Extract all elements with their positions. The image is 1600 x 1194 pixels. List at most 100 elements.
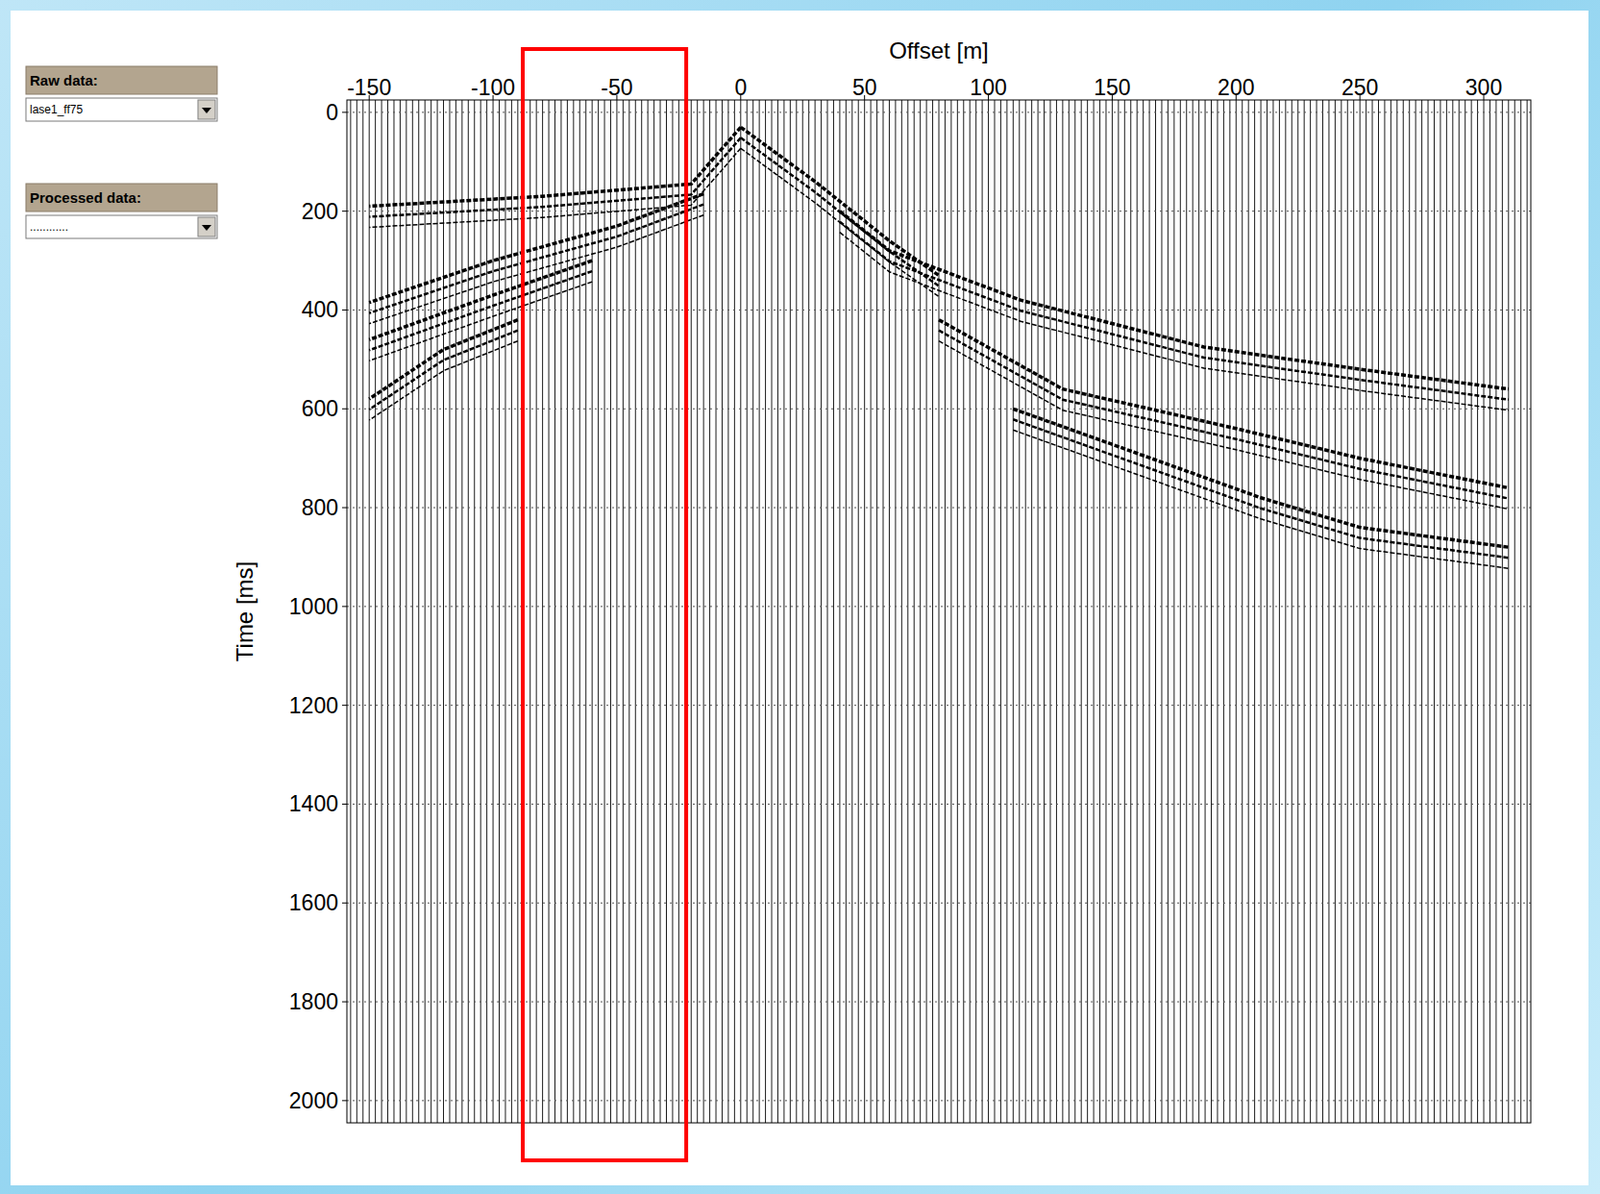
trace <box>665 99 667 1123</box>
label: Raw data: <box>29 72 99 89</box>
trace <box>808 99 810 1123</box>
trace <box>883 99 885 1123</box>
trace <box>572 99 574 1123</box>
trace <box>1068 99 1070 1123</box>
tick <box>342 111 347 113</box>
trace <box>1347 99 1349 1123</box>
trace <box>1130 99 1132 1123</box>
trace <box>1185 99 1187 1123</box>
trace <box>703 99 705 1123</box>
trace <box>362 99 364 1123</box>
trace <box>1260 99 1262 1123</box>
trace <box>492 99 494 1123</box>
trace <box>1229 99 1231 1123</box>
trace <box>566 99 568 1123</box>
trace <box>1328 99 1330 1123</box>
trace <box>838 99 840 1123</box>
trace <box>1210 99 1212 1123</box>
trace <box>1241 99 1243 1123</box>
trace <box>1433 99 1435 1123</box>
trace <box>511 99 513 1123</box>
x-tick-label: 100 <box>969 74 1007 100</box>
event <box>369 270 592 350</box>
trace <box>1458 99 1460 1123</box>
trace <box>486 99 488 1123</box>
x-tick-label: -150 <box>346 74 392 100</box>
tick <box>342 507 347 509</box>
trace <box>1043 99 1045 1123</box>
trace <box>764 99 766 1123</box>
trace <box>1334 99 1336 1123</box>
dropdown-button[interactable] <box>197 99 216 120</box>
trace <box>820 99 822 1123</box>
trace <box>615 99 617 1123</box>
trace <box>1383 99 1385 1123</box>
trace <box>789 99 791 1123</box>
trace <box>962 99 964 1123</box>
trace <box>1086 99 1088 1123</box>
trace <box>1049 99 1051 1123</box>
x-tick-label: 200 <box>1217 74 1255 100</box>
trace <box>504 99 506 1123</box>
event <box>369 320 518 399</box>
x-tick-label: 0 <box>734 74 747 100</box>
trace <box>1216 99 1218 1123</box>
trace <box>1254 99 1256 1123</box>
trace <box>1439 99 1441 1123</box>
select[interactable] <box>25 215 218 239</box>
trace <box>1340 99 1342 1123</box>
x-tick-label: 250 <box>1341 74 1379 100</box>
trace <box>690 99 692 1123</box>
y-tick-label: 1600 <box>289 889 339 915</box>
y-tick-label: 800 <box>301 494 339 520</box>
trace <box>727 99 729 1123</box>
dropdown-button[interactable] <box>197 217 216 237</box>
trace <box>405 99 407 1123</box>
trace <box>1142 99 1144 1123</box>
trace <box>1037 99 1039 1123</box>
trace <box>926 99 928 1123</box>
trace <box>548 99 550 1123</box>
trace <box>919 99 921 1123</box>
trace <box>1093 99 1095 1123</box>
trace <box>1501 99 1503 1123</box>
trace <box>969 99 971 1123</box>
trace <box>1111 99 1113 1123</box>
trace <box>374 99 376 1123</box>
trace <box>715 99 717 1123</box>
event <box>938 330 1509 499</box>
trace <box>604 99 606 1123</box>
event <box>938 320 1509 489</box>
trace <box>1526 99 1528 1123</box>
trace <box>876 99 878 1123</box>
event <box>839 221 1509 400</box>
y-tick-label: 1800 <box>289 988 339 1014</box>
trace <box>982 99 984 1123</box>
trace <box>412 99 414 1123</box>
trace <box>1408 99 1410 1123</box>
trace <box>430 99 432 1123</box>
trace <box>1390 99 1392 1123</box>
trace <box>597 99 599 1123</box>
trace <box>393 99 394 1123</box>
trace <box>1365 99 1367 1123</box>
trace <box>1514 99 1516 1123</box>
trace <box>1000 99 1002 1123</box>
trace <box>1427 99 1429 1123</box>
trace <box>1006 99 1008 1123</box>
trace <box>777 99 779 1123</box>
y-tick-label: 2000 <box>289 1087 339 1113</box>
event <box>1012 408 1509 547</box>
trace <box>1167 99 1169 1123</box>
trace <box>975 99 977 1123</box>
event <box>369 215 704 324</box>
select-value: ............ <box>29 220 69 234</box>
trace <box>381 99 383 1123</box>
trace <box>1248 99 1250 1123</box>
trace <box>957 99 959 1123</box>
trace <box>579 99 581 1123</box>
trace <box>734 99 736 1123</box>
trace <box>932 99 934 1123</box>
select[interactable] <box>25 98 218 122</box>
trace <box>480 99 482 1123</box>
